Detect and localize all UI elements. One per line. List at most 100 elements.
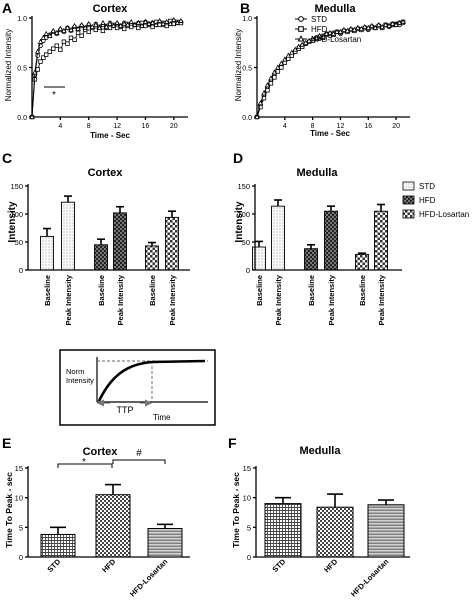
data-point — [107, 20, 113, 26]
data-point — [268, 75, 274, 81]
data-point — [149, 19, 156, 25]
x-tick-label: Baseline — [255, 275, 264, 306]
panel-f: F Medulla Time To Peak - sec STD HFD HFD-L… — [228, 435, 410, 598]
x-tick-label: Peak Intensity — [116, 274, 125, 325]
panel-letter: D — [233, 150, 243, 166]
legend-label: HFD — [419, 196, 436, 205]
data-point — [61, 27, 67, 33]
panel-letter: F — [228, 435, 237, 451]
data-point — [46, 32, 53, 38]
x-tick-label: 4 — [58, 123, 62, 130]
bar — [40, 533, 76, 558]
panel-title: Cortex — [88, 167, 124, 179]
data-point — [156, 17, 163, 23]
data-point — [124, 21, 131, 27]
x-tick-label: 8 — [87, 123, 91, 130]
data-point — [32, 69, 38, 75]
panel-title: Cortex — [93, 3, 129, 15]
bar — [271, 205, 285, 271]
legend-swatch-hfd-losartan — [402, 209, 415, 219]
y-tick-label: 1.0 — [242, 16, 252, 23]
data-point — [382, 21, 389, 27]
data-point — [54, 43, 60, 48]
data-point — [268, 81, 274, 86]
data-point — [400, 18, 406, 24]
y-tick-label: 0.0 — [17, 115, 27, 122]
data-point — [75, 25, 81, 31]
data-point — [292, 46, 299, 52]
y-tick-label: 15 — [243, 464, 251, 473]
x-tick-label: Baseline — [148, 275, 157, 306]
y-tick-label: 0 — [19, 266, 23, 275]
ttp-diagram: TTP Time Norm Intensity — [59, 349, 216, 426]
panel-letter: B — [240, 0, 250, 16]
y-tick-label: 50 — [242, 238, 250, 247]
data-point — [54, 29, 60, 35]
x-tick-label: 8 — [311, 123, 315, 130]
y-tick-label: 0.5 — [242, 66, 252, 73]
data-point — [41, 55, 46, 60]
data-point — [47, 49, 52, 54]
bar — [367, 504, 405, 558]
data-point — [348, 25, 354, 31]
panel-title: Medulla — [297, 167, 339, 179]
data-point — [320, 33, 326, 39]
x-tick-label: 12 — [113, 123, 121, 130]
x-tick-label: Peak Intensity — [327, 274, 336, 325]
x-axis-label: Time - Sec — [90, 131, 130, 140]
data-point — [100, 19, 106, 25]
legend-label: STD — [419, 182, 435, 191]
plot-area: STD HFD HFD-Losartan 0 5 10 15 — [243, 464, 410, 598]
bar — [264, 503, 302, 558]
panel-title: Cortex — [83, 446, 119, 458]
bar — [316, 506, 354, 558]
plot-area: STD HFD HFD-Losartan 0 5 10 15 — [15, 464, 190, 598]
data-point — [257, 100, 264, 106]
data-point — [139, 22, 145, 28]
plot-area: Baseline Peak Intensity Baseline Peak Inten… — [237, 182, 402, 325]
data-point — [272, 75, 277, 80]
y-axis-label: Time To Peak - sec — [4, 472, 14, 548]
bar — [374, 210, 388, 271]
legend-label: HFD — [311, 25, 328, 34]
x-axis-label: Time - Sec — [310, 129, 350, 138]
panel-c: C Cortex Intensity Baseline Peak Intensit… — [2, 150, 190, 325]
data-point — [375, 21, 382, 27]
data-point — [282, 56, 288, 62]
x-tick-label: 4 — [283, 123, 287, 130]
x-tick-label: 20 — [392, 123, 400, 130]
data-point — [167, 20, 174, 26]
x-tick-label: Peak Intensity — [274, 274, 283, 325]
legend-label: HFD-Losartan — [311, 35, 361, 44]
data-point — [368, 22, 375, 28]
y-tick-label: 0 — [247, 553, 251, 562]
panel-a: A Cortex Normalized Intensity Time - Sec… — [2, 0, 188, 140]
data-point — [34, 48, 41, 54]
bracket-std-hfd — [57, 463, 113, 468]
y-tick-label: 100 — [10, 210, 23, 219]
bar — [61, 201, 75, 271]
y-axis-label: Intensity — [234, 201, 245, 243]
panel-title: Medulla — [300, 445, 342, 457]
y-tick-label: 10 — [243, 494, 251, 503]
bar — [40, 235, 54, 271]
bracket-hfd-losartan — [112, 459, 166, 464]
bar — [95, 494, 131, 558]
y-tick-label: 0 — [246, 266, 250, 275]
data-point — [86, 29, 91, 35]
diagram-curve — [97, 359, 206, 402]
legend-label: STD — [311, 15, 327, 24]
y-tick-label: 15 — [15, 464, 23, 473]
y-axis-label: Normalized Intensity — [4, 29, 13, 101]
data-point — [271, 69, 278, 75]
series-line — [31, 20, 182, 118]
data-point — [121, 20, 127, 26]
x-tick-label: 16 — [364, 123, 372, 130]
data-point — [334, 28, 340, 34]
data-point — [135, 19, 142, 25]
data-point — [142, 18, 149, 24]
legend-swatch-hfd — [402, 195, 415, 205]
x-tick-label: Peak Intensity — [377, 274, 386, 325]
x-tick-label: HFD — [100, 557, 118, 575]
